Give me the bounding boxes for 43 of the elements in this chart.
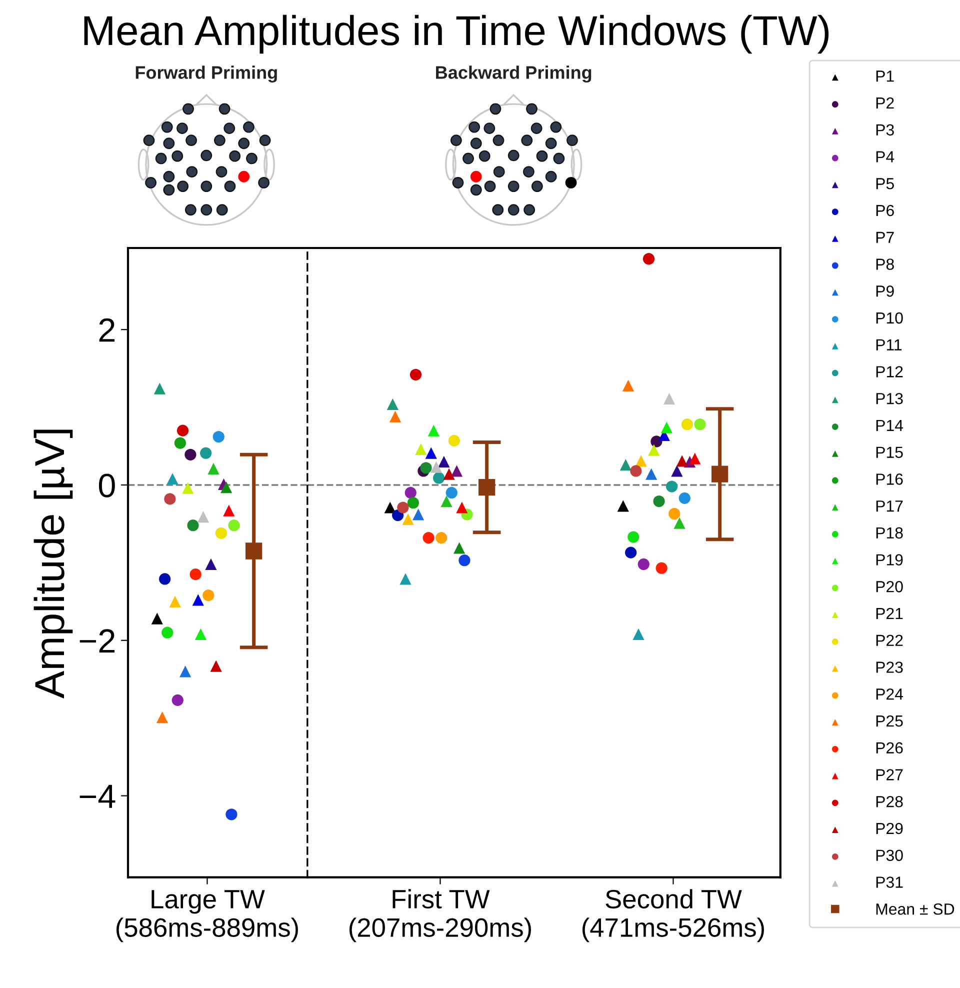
legend-label: P7 [876,232,894,243]
y-tick-label: −4 [80,784,116,808]
legend-label: P28 [876,796,903,808]
y-tick-label: −2 [80,629,115,652]
legend-label: P22 [876,634,903,646]
legend-label: P16 [876,474,903,485]
legend-label: P21 [876,608,903,620]
legend-label: Mean ± SD [876,903,954,915]
legend-label: P15 [876,446,903,458]
legend-label: P5 [876,178,894,190]
legend-label: P20 [876,581,903,592]
legend-label: P27 [876,769,903,780]
y-axis-title: Amplitude [µV] [34,430,73,698]
legend-label: P8 [876,258,894,270]
y-tick-label: 0 [98,474,115,498]
legend-label: P14 [876,420,904,431]
x-tick-label: First TW (207ms-290ms) [349,889,531,942]
legend-label: P4 [876,151,894,162]
legend-label: P13 [876,392,903,404]
text: Forward Priming [136,66,277,83]
legend-label: P17 [876,500,903,512]
legend-label: P30 [876,850,903,862]
y-tick-label: 2 [99,318,115,342]
legend-label: P9 [876,285,894,297]
legend-label: P10 [876,312,903,324]
legend-label: P23 [876,662,903,673]
legend-label: P3 [876,124,894,136]
legend-label: P1 [876,70,894,82]
legend-label: P31 [876,876,903,888]
legend-label: P25 [876,715,903,727]
legend-label: P2 [876,97,894,109]
legend-label: P19 [876,554,903,566]
legend-label: P26 [876,742,903,754]
text: Mean Amplitudes in Time Windows (TW) [84,14,829,54]
legend-label: P11 [876,339,902,350]
legend-label: P6 [876,204,894,216]
x-tick-label: Second TW (471ms-526ms) [582,889,764,942]
legend-label: P29 [876,822,903,834]
x-tick-label: Large TW (586ms-889ms) [116,890,298,942]
text: Backward Priming [436,66,592,83]
legend-label: P24 [876,688,904,700]
legend-label: P12 [876,366,903,378]
legend-label: P18 [876,527,903,539]
